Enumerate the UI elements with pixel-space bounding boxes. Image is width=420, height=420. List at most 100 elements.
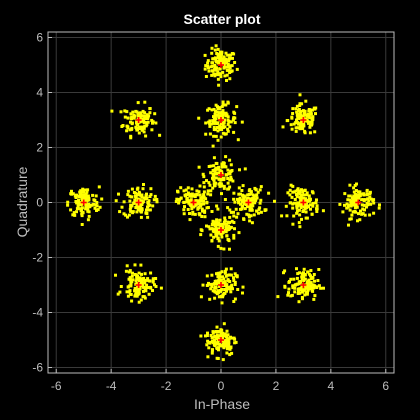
scatter-point bbox=[211, 219, 215, 223]
scatter-point bbox=[216, 244, 220, 248]
scatter-point bbox=[236, 138, 240, 142]
scatter-point bbox=[258, 206, 262, 210]
scatter-point bbox=[228, 66, 232, 70]
scatter-point bbox=[80, 193, 84, 197]
scatter-point bbox=[230, 219, 234, 223]
scatter-point bbox=[221, 126, 225, 130]
y-axis-label: Quadrature bbox=[14, 166, 30, 237]
scatter-point bbox=[188, 212, 191, 215]
scatter-point bbox=[288, 188, 292, 192]
scatter-point bbox=[287, 287, 291, 291]
scatter-point bbox=[142, 114, 145, 118]
scatter-point bbox=[251, 204, 255, 208]
scatter-point bbox=[311, 115, 315, 119]
scatter-point bbox=[212, 115, 215, 119]
scatter-point bbox=[110, 109, 114, 113]
constellation-center-marker bbox=[80, 199, 87, 206]
scatter-point bbox=[295, 110, 299, 114]
scatter-point bbox=[176, 189, 179, 193]
scatter-point bbox=[299, 203, 303, 207]
scatter-point bbox=[124, 269, 128, 273]
scatter-point bbox=[206, 192, 210, 196]
scatter-point bbox=[365, 205, 368, 209]
scatter-point bbox=[220, 301, 224, 305]
scatter-point bbox=[226, 129, 230, 133]
scatter-point bbox=[297, 300, 301, 304]
scatter-point bbox=[276, 295, 280, 299]
scatter-point bbox=[232, 130, 236, 134]
scatter-point bbox=[297, 289, 300, 293]
scatter-point bbox=[225, 234, 229, 238]
scatter-point bbox=[211, 186, 215, 190]
scatter-point bbox=[137, 125, 141, 129]
scatter-point bbox=[229, 290, 233, 294]
scatter-point bbox=[121, 124, 125, 127]
scatter-point bbox=[212, 72, 216, 76]
scatter-point bbox=[225, 61, 228, 64]
scatter-point bbox=[291, 112, 295, 115]
scatter-point bbox=[87, 202, 90, 206]
scatter-point bbox=[219, 294, 223, 298]
scatter-point bbox=[217, 125, 221, 129]
scatter-point bbox=[150, 118, 154, 122]
constellation-center-marker bbox=[245, 199, 252, 206]
scatter-point bbox=[209, 287, 213, 291]
scatter-point bbox=[145, 113, 149, 117]
scatter-point bbox=[303, 131, 307, 135]
scatter-point bbox=[209, 193, 213, 197]
scatter-point bbox=[225, 287, 229, 291]
scatter-point bbox=[72, 211, 76, 215]
scatter-point bbox=[216, 289, 220, 293]
scatter-point bbox=[134, 279, 138, 283]
scatter-point bbox=[140, 128, 144, 132]
scatter-point bbox=[218, 58, 222, 62]
scatter-point bbox=[143, 287, 147, 291]
scatter-point bbox=[297, 280, 301, 284]
scatter-point bbox=[224, 344, 228, 348]
scatter-point bbox=[136, 277, 140, 281]
scatter-point bbox=[197, 190, 201, 194]
scatter-point bbox=[263, 209, 267, 212]
scatter-point bbox=[228, 77, 232, 81]
scatter-point bbox=[316, 279, 320, 282]
scatter-point bbox=[221, 275, 224, 279]
scatter-point bbox=[293, 290, 297, 294]
scatter-point bbox=[215, 336, 219, 340]
x-axis-label: In-Phase bbox=[194, 396, 250, 412]
scatter-point bbox=[249, 192, 253, 196]
scatter-point bbox=[212, 134, 216, 138]
scatter-point bbox=[135, 294, 139, 298]
scatter-point bbox=[198, 213, 202, 217]
scatter-point bbox=[224, 338, 228, 342]
scatter-point bbox=[303, 293, 307, 297]
scatter-point bbox=[287, 280, 291, 284]
scatter-point bbox=[317, 284, 321, 288]
scatter-point bbox=[205, 274, 209, 278]
scatter-point bbox=[209, 282, 213, 286]
scatter-point bbox=[217, 239, 221, 243]
scatter-point bbox=[250, 197, 254, 201]
scatter-point bbox=[228, 347, 232, 351]
scatter-point bbox=[351, 196, 354, 200]
scatter-point bbox=[144, 289, 148, 293]
scatter-point bbox=[71, 192, 75, 196]
scatter-point bbox=[140, 195, 144, 199]
scatter-point bbox=[98, 205, 102, 209]
scatter-point bbox=[70, 189, 73, 193]
scatter-point bbox=[312, 286, 316, 290]
scatter-point bbox=[129, 120, 132, 124]
scatter-point bbox=[241, 285, 245, 289]
scatter-point bbox=[80, 214, 84, 218]
scatter-point bbox=[145, 278, 148, 282]
scatter-point bbox=[300, 288, 303, 292]
scatter-point bbox=[228, 172, 232, 176]
scatter-point bbox=[154, 121, 158, 125]
scatter-point bbox=[210, 61, 214, 65]
scatter-point bbox=[70, 192, 74, 196]
scatter-point bbox=[250, 201, 254, 205]
scatter-point bbox=[206, 59, 210, 63]
scatter-point bbox=[94, 203, 98, 207]
scatter-point bbox=[219, 232, 223, 236]
scatter-point bbox=[241, 204, 245, 208]
scatter-point bbox=[232, 236, 236, 240]
